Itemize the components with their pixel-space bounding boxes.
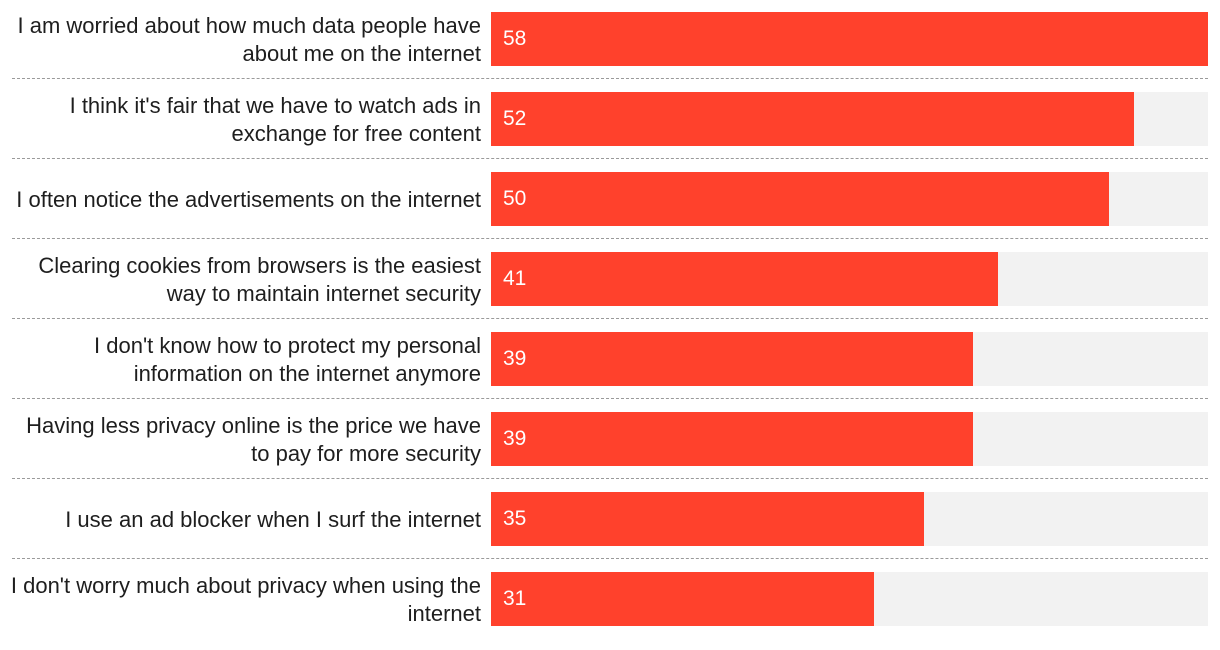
row-divider [12, 398, 1208, 399]
value-label: 39 [503, 347, 527, 370]
bar-row: Clearing cookies from browsers is the ea… [0, 252, 1220, 330]
category-label: Having less privacy online is the price … [26, 413, 481, 466]
bar-row: I don't know how to protect my personal … [0, 332, 1220, 410]
bar-row: I think it's fair that we have to watch … [0, 92, 1220, 170]
category-label: I am worried about how much data people … [17, 13, 481, 66]
bar-track: 39 [491, 332, 1208, 386]
bar [491, 572, 874, 626]
bar [491, 412, 973, 466]
value-label: 41 [503, 267, 527, 290]
row-divider [12, 478, 1208, 479]
category-label: I think it's fair that we have to watch … [69, 93, 481, 146]
bar-row: Having less privacy online is the price … [0, 412, 1220, 490]
value-label: 39 [503, 427, 527, 450]
bar [491, 252, 998, 306]
row-divider [12, 318, 1208, 319]
value-label: 50 [503, 187, 527, 210]
bar-track: 58 [491, 12, 1208, 66]
bar [491, 172, 1109, 226]
horizontal-bar-chart: I am worried about how much data people … [0, 12, 1220, 626]
bar-row: I am worried about how much data people … [0, 12, 1220, 90]
bar-track: 52 [491, 92, 1208, 146]
category-label: I often notice the advertisements on the… [16, 187, 481, 212]
category-label: I don't know how to protect my personal … [94, 333, 481, 386]
bar-track: 35 [491, 492, 1208, 546]
bar-row: I don't worry much about privacy when us… [0, 572, 1220, 650]
bar-track: 41 [491, 252, 1208, 306]
bar [491, 332, 973, 386]
row-divider [12, 558, 1208, 559]
category-label: I don't worry much about privacy when us… [10, 573, 481, 626]
bar [491, 92, 1134, 146]
row-divider [12, 78, 1208, 79]
row-divider [12, 238, 1208, 239]
category-label: Clearing cookies from browsers is the ea… [38, 253, 481, 306]
bar-track: 50 [491, 172, 1208, 226]
bar-row: I often notice the advertisements on the… [0, 172, 1220, 250]
bar-track: 39 [491, 412, 1208, 466]
bar [491, 492, 924, 546]
category-label: I use an ad blocker when I surf the inte… [65, 507, 481, 532]
bar [491, 12, 1208, 66]
value-label: 52 [503, 107, 527, 130]
bar-row: I use an ad blocker when I surf the inte… [0, 492, 1220, 570]
value-label: 35 [503, 507, 527, 530]
bar-track: 31 [491, 572, 1208, 626]
value-label: 31 [503, 587, 527, 610]
row-divider [12, 158, 1208, 159]
value-label: 58 [503, 27, 527, 50]
